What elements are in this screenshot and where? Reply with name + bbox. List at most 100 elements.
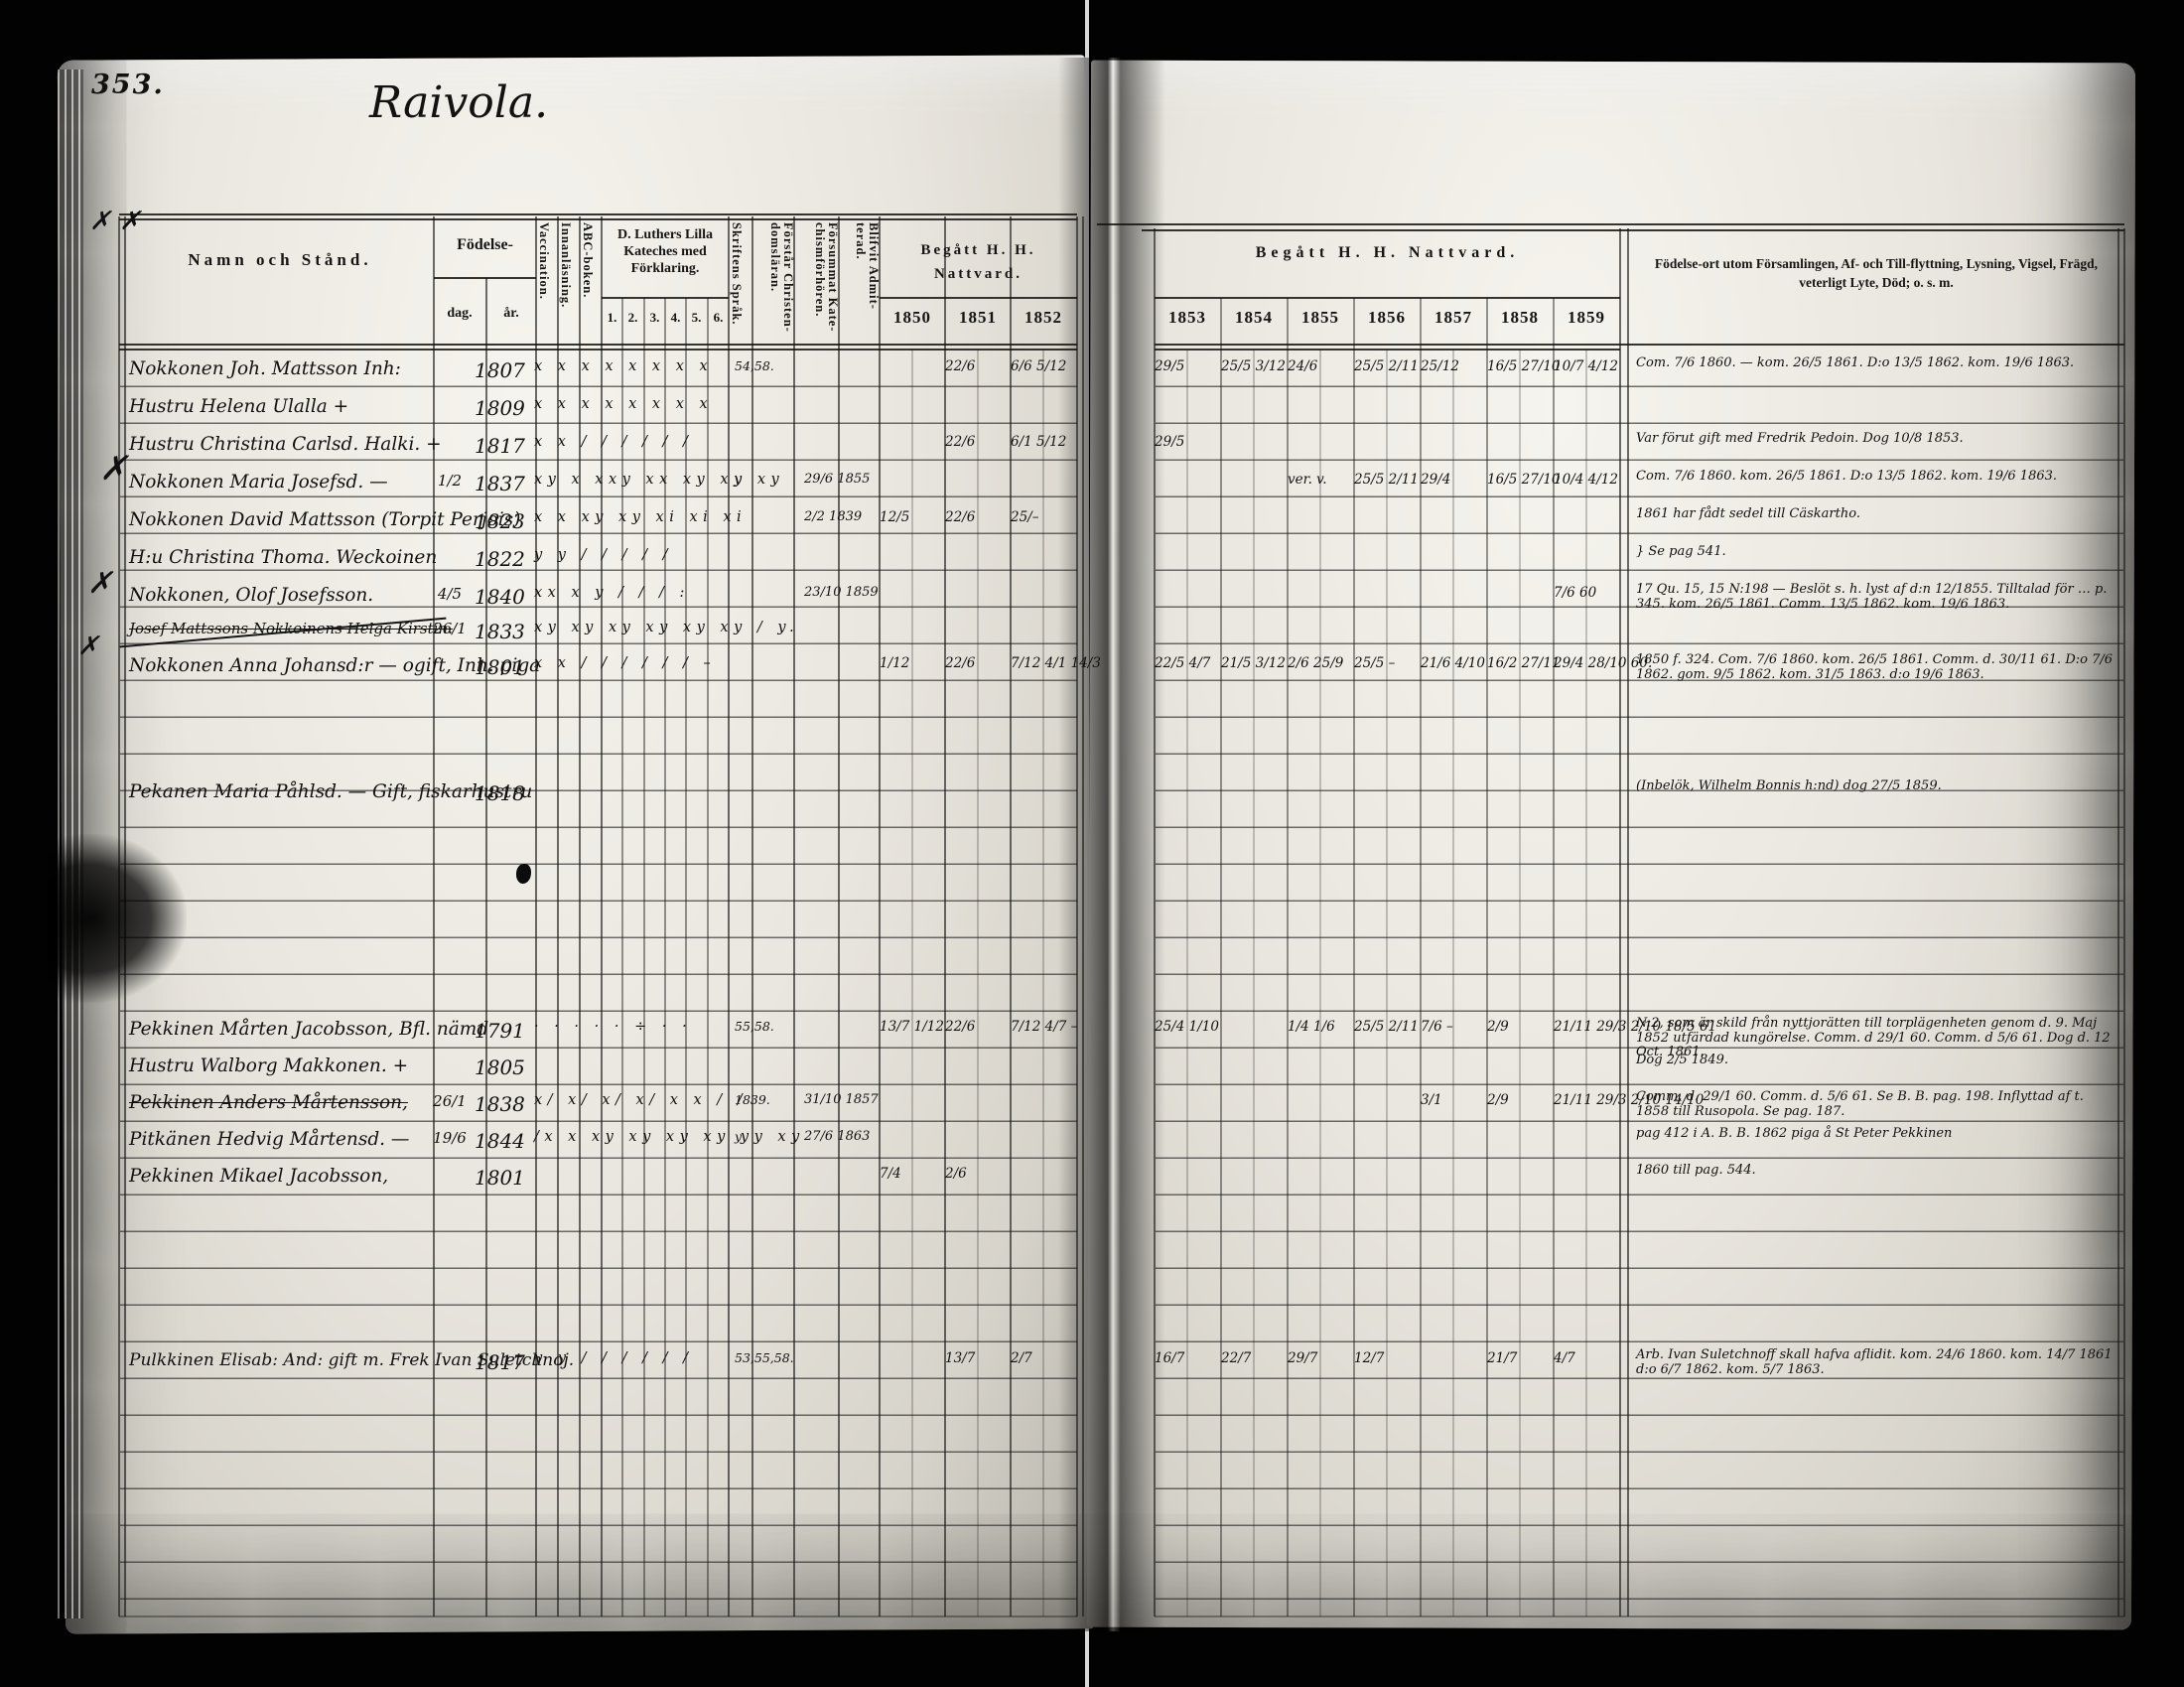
birth-year-cell: 1838 xyxy=(475,1092,525,1116)
communion-1857: 29/4 xyxy=(1421,472,1451,488)
communion-1850: 12/5 xyxy=(880,509,910,525)
catechism-marks: x x xy xy xi xi xi xyxy=(534,509,748,525)
name-cell: Pekkinen Mårten Jacobsson, Bfl. nämd xyxy=(129,1019,489,1040)
name-cell: Nokkonen Maria Josefsd. — xyxy=(129,472,388,492)
year-header-1859: 1859 xyxy=(1568,308,1605,327)
remarks-cell: Com. 7/6 1860. — kom. 26/5 1861. D:o 13/… xyxy=(1636,355,2075,370)
birth-year-cell: 1809 xyxy=(475,396,525,420)
communion-1858: 16/5 27/10 xyxy=(1487,358,1561,374)
margin-cross-mark: ✗ ✗ xyxy=(89,207,141,236)
name-cell: Hustru Helena Ulalla + xyxy=(129,396,349,417)
annotation-cell: y xyxy=(735,1129,743,1144)
communion-1858: 21/7 xyxy=(1487,1350,1518,1366)
column-header-nattvard-left: Begått H. H. Nattvard. xyxy=(920,242,1036,282)
column-header-birth: Födelse- xyxy=(457,236,513,253)
birth-year-cell: 1818 xyxy=(475,781,525,805)
communion-1859: 10/7 4/12 xyxy=(1554,358,1618,374)
name-cell: Josef Mattssons Nokkoinens Helga Kirstin… xyxy=(129,620,453,637)
communion-1859: 29/4 28/10 60. xyxy=(1554,655,1653,671)
communion-1859: 10/4 4/12 xyxy=(1554,472,1618,488)
birth-year-cell: 1817 xyxy=(475,434,525,458)
table-row: Pulkkinen Elisab: And: gift m. Frek Ivan… xyxy=(119,1346,2124,1383)
column-header-name: Namn och Stånd. xyxy=(188,250,372,269)
year-header-1855: 1855 xyxy=(1301,308,1339,327)
communion-1851: 22/6 xyxy=(945,655,976,671)
communion-1850: 7/4 xyxy=(880,1166,901,1182)
annotation-cell: y xyxy=(735,472,743,487)
table-row: Nokkonen Maria Josefsd. — 1/2 1837 xy x … xyxy=(119,468,2124,504)
birth-year-cell: 1840 xyxy=(475,585,525,609)
horizontal-ruling-left xyxy=(120,351,1077,1617)
communion-1854: 25/5 3/12 xyxy=(1221,358,1286,374)
margin-cross-mark: ✗ xyxy=(77,632,99,661)
column-header-kateches: D. Luthers Lilla Kateches med Förklaring… xyxy=(616,227,714,276)
communion-1858: 2/9 xyxy=(1487,1092,1509,1108)
communion-1855: 2/6 25/9 xyxy=(1288,655,1344,671)
communion-1851: 22/6 xyxy=(945,509,976,525)
ink-blot xyxy=(516,864,531,884)
remarks-cell: 1850 f. 324. Com. 7/6 1860. kom. 26/5 18… xyxy=(1636,652,2114,682)
communion-1856: 25/5 – xyxy=(1354,655,1396,671)
communion-1853: 25/4 1/10 xyxy=(1155,1019,1219,1035)
catechism-marks: xx x y / / / : xyxy=(534,585,690,601)
catechism-marks: x x x x x x x x xyxy=(534,396,714,412)
name-cell: Nokkonen David Mattsson (Torpit Perjois) xyxy=(129,509,521,530)
year-header-1857: 1857 xyxy=(1434,308,1472,327)
communion-1856: 12/7 xyxy=(1354,1350,1385,1366)
remarks-cell: Comm. d. 29/1 60. Comm. d. 5/6 61. Se B.… xyxy=(1636,1089,2084,1119)
communion-1852: 2/7 xyxy=(1011,1350,1032,1366)
communion-1850: 13/7 1/12 xyxy=(880,1019,944,1035)
page-number: 353. xyxy=(91,70,165,100)
table-row: Nokkonen David Mattsson (Torpit Perjois)… xyxy=(119,505,2124,542)
communion-1859: 21/11 29/3 2/10 14/10 xyxy=(1554,1092,1705,1108)
communion-1858: 2/9 xyxy=(1487,1019,1509,1035)
table-row: Pekkinen Mikael Jacobsson, 1801 7/4 2/6 … xyxy=(119,1162,2124,1198)
column-header-innanlasning: Innanläsning. xyxy=(559,222,573,309)
name-cell: Hustru Christina Carlsd. Halki. + xyxy=(129,434,442,455)
table-row-struck: Josef Mattssons Nokkoinens Helga Kirstin… xyxy=(119,616,2124,652)
birth-year-cell: 1822 xyxy=(475,547,525,571)
table-row-struck: Pekkinen Anders Mårtensson, 26/1 1838 x/… xyxy=(119,1088,2124,1125)
column-header-abc-boken: ABC-boken. xyxy=(581,222,595,299)
annotation-cell: 53,55,58. xyxy=(735,1350,794,1365)
year-header-1854: 1854 xyxy=(1235,308,1273,327)
communion-1854: 21/5 3/12 xyxy=(1221,655,1286,671)
birth-year-cell: 1801 xyxy=(475,1166,525,1190)
birth-day-cell: 1/2 xyxy=(437,472,463,490)
catechism-marks: y y / / / / / xyxy=(534,547,673,563)
column-header-birth-year: år. xyxy=(503,306,519,321)
communion-1851: 2/6 xyxy=(945,1166,967,1182)
communion-1859: 7/6 60 xyxy=(1554,585,1597,601)
year-header-1852: 1852 xyxy=(1024,308,1062,327)
remarks-cell: 1861 har fådt sedel till Cäskartho. xyxy=(1636,506,1860,521)
name-cell: Pekkinen Mikael Jacobsson, xyxy=(129,1166,389,1187)
communion-1852: 7/12 4/1 14/3 xyxy=(1011,655,1101,671)
table-row: Pekkinen Mårten Jacobsson, Bfl. nämd 179… xyxy=(119,1015,2124,1058)
birth-day-cell: 26/1 xyxy=(433,620,467,637)
catechism-marks: xy xy xy xy xy xy / y. xyxy=(534,620,800,635)
communion-1857: 3/1 xyxy=(1421,1092,1442,1108)
admitted-cell: 2/2 1839 xyxy=(804,509,863,524)
remarks-cell: Dog 2/5 1849. xyxy=(1636,1053,1728,1067)
name-cell: Pekanen Maria Påhlsd. — Gift, fiskarhust… xyxy=(129,781,533,802)
birth-day-cell: 19/6 xyxy=(433,1129,467,1147)
remarks-cell: Com. 7/6 1860. kom. 26/5 1861. D:o 13/5 … xyxy=(1636,469,2058,484)
admitted-cell: 27/6 1863 xyxy=(804,1129,871,1144)
remarks-cell: Arb. Ivan Suletchnoff skall hafva aflidi… xyxy=(1636,1347,2113,1377)
remarks-cell: 1860 till pag. 544. xyxy=(1636,1163,1756,1178)
catechism-marks: x x / / / / / / xyxy=(534,434,694,450)
birth-year-cell: 1791 xyxy=(475,1019,525,1043)
communion-1852: 6/6 5/12 xyxy=(1011,358,1067,374)
column-header-forstar-christendomslaran: Förstår Christen- domsläran. xyxy=(768,222,795,333)
communion-1851: 22/6 xyxy=(945,358,976,374)
catechism-marks: /x x xy xy xy xy yy xy xyxy=(534,1129,805,1145)
name-cell: H:u Christina Thoma. Weckoinen xyxy=(129,547,438,568)
year-header-1858: 1858 xyxy=(1501,308,1539,327)
birth-day-cell: 26/1 xyxy=(433,1092,467,1110)
communion-1855: 1/4 1/6 xyxy=(1288,1019,1335,1035)
kateches-col-6: 6. xyxy=(713,310,724,325)
birth-year-cell: 1817 xyxy=(475,1350,525,1374)
name-cell: Pekkinen Anders Mårtensson, xyxy=(129,1092,408,1113)
table-row: Nokkonen Anna Johansd:r — ogift, Inh. pi… xyxy=(119,651,2124,688)
communion-1858: 16/5 27/10 xyxy=(1487,472,1561,488)
